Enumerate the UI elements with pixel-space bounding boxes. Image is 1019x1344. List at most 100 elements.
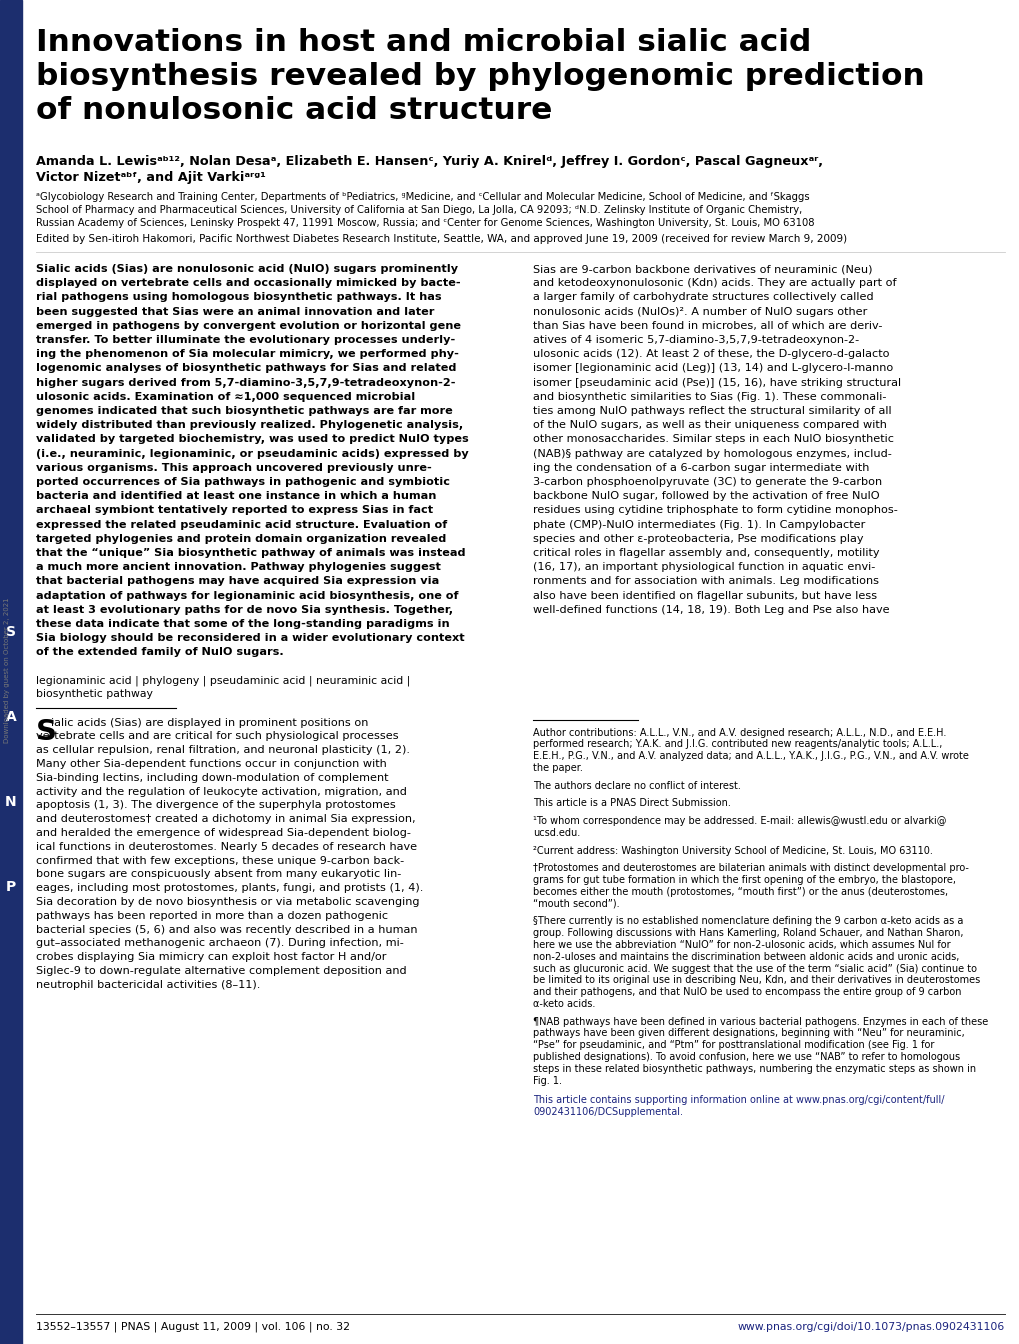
Text: www.pnas.org/cgi/doi/10.1073/pnas.0902431106: www.pnas.org/cgi/doi/10.1073/pnas.090243…	[737, 1322, 1004, 1332]
Text: ¹To whom correspondence may be addressed. E-mail: allewis@wustl.edu or alvarki@: ¹To whom correspondence may be addressed…	[533, 816, 946, 827]
Text: P: P	[6, 880, 16, 894]
Text: performed research; Y.A.K. and J.I.G. contributed new reagents/analytic tools; A: performed research; Y.A.K. and J.I.G. co…	[533, 739, 942, 750]
Text: that bacterial pathogens may have acquired Sia expression via: that bacterial pathogens may have acquir…	[36, 577, 439, 586]
Text: E.E.H., P.G., V.N., and A.V. analyzed data; and A.L.L., Y.A.K., J.I.G., P.G., V.: E.E.H., P.G., V.N., and A.V. analyzed da…	[533, 751, 968, 761]
Text: (16, 17), an important physiological function in aquatic envi-: (16, 17), an important physiological fun…	[533, 562, 875, 573]
Text: phate (CMP)-NulO intermediates (Fig. 1). In Campylobacter: phate (CMP)-NulO intermediates (Fig. 1).…	[533, 520, 865, 530]
Text: Many other Sia-dependent functions occur in conjunction with: Many other Sia-dependent functions occur…	[36, 759, 386, 769]
Text: and their pathogens, and that NulO be used to encompass the entire group of 9 ca: and their pathogens, and that NulO be us…	[533, 988, 961, 997]
Text: ported occurrences of Sia pathways in pathogenic and symbiotic: ported occurrences of Sia pathways in pa…	[36, 477, 449, 487]
Text: species and other ε-proteobacteria, Pse modifications play: species and other ε-proteobacteria, Pse …	[533, 534, 863, 544]
Text: (NAB)§ pathway are catalyzed by homologous enzymes, includ-: (NAB)§ pathway are catalyzed by homologo…	[533, 449, 892, 458]
Text: §There currently is no established nomenclature defining the 9 carbon α-keto aci: §There currently is no established nomen…	[533, 917, 963, 926]
Text: ucsd.edu.: ucsd.edu.	[533, 828, 580, 837]
Text: archaeal symbiont tentatively reported to express Sias in fact: archaeal symbiont tentatively reported t…	[36, 505, 433, 515]
Text: grams for gut tube formation in which the first opening of the embryo, the blast: grams for gut tube formation in which th…	[533, 875, 956, 886]
Text: A: A	[6, 710, 16, 724]
Text: steps in these related biosynthetic pathways, numbering the enzymatic steps as s: steps in these related biosynthetic path…	[533, 1064, 975, 1074]
Text: Sialic acids (Sias) are nonulosonic acid (NulO) sugars prominently: Sialic acids (Sias) are nonulosonic acid…	[36, 263, 458, 274]
Text: isomer [pseudaminic acid (Pse)] (15, 16), have striking structural: isomer [pseudaminic acid (Pse)] (15, 16)…	[533, 378, 901, 387]
Text: that the “unique” Sia biosynthetic pathway of animals was instead: that the “unique” Sia biosynthetic pathw…	[36, 548, 465, 558]
Text: Siglec-9 to down-regulate alternative complement deposition and: Siglec-9 to down-regulate alternative co…	[36, 966, 407, 976]
Text: nonulosonic acids (NulOs)². A number of NulO sugars other: nonulosonic acids (NulOs)². A number of …	[533, 306, 867, 317]
Text: ing the condensation of a 6-carbon sugar intermediate with: ing the condensation of a 6-carbon sugar…	[533, 462, 869, 473]
Text: “Pse” for pseudaminic, and “Ptm” for posttranslational modification (see Fig. 1 : “Pse” for pseudaminic, and “Ptm” for pos…	[533, 1040, 934, 1050]
Text: legionaminic acid | phylogeny | pseudaminic acid | neuraminic acid |: legionaminic acid | phylogeny | pseudami…	[36, 676, 410, 685]
Text: these data indicate that some of the long-standing paradigms in: these data indicate that some of the lon…	[36, 620, 449, 629]
Text: S: S	[36, 718, 57, 746]
Text: emerged in pathogens by convergent evolution or horizontal gene: emerged in pathogens by convergent evolu…	[36, 321, 461, 331]
Text: a larger family of carbohydrate structures collectively called: a larger family of carbohydrate structur…	[533, 293, 873, 302]
Text: here we use the abbreviation “NulO” for non-2-ulosonic acids, which assumes Nul : here we use the abbreviation “NulO” for …	[533, 939, 950, 950]
Text: well-defined functions (14, 18, 19). Both Leg and Pse also have: well-defined functions (14, 18, 19). Bot…	[533, 605, 890, 614]
Text: displayed on vertebrate cells and occasionally mimicked by bacte-: displayed on vertebrate cells and occasi…	[36, 278, 461, 288]
Text: Sias are 9-carbon backbone derivatives of neuraminic (Neu): Sias are 9-carbon backbone derivatives o…	[533, 263, 872, 274]
Text: ²Current address: Washington University School of Medicine, St. Louis, MO 63110.: ²Current address: Washington University …	[533, 845, 932, 856]
Text: ulosonic acids (12). At least 2 of these, the D-ɡlycero-d-ɡalacto: ulosonic acids (12). At least 2 of these…	[533, 349, 890, 359]
Text: non-2-uloses and maintains the discrimination between aldonic acids and uronic a: non-2-uloses and maintains the discrimin…	[533, 952, 959, 962]
Text: The authors declare no conflict of interest.: The authors declare no conflict of inter…	[533, 781, 741, 790]
Text: biosynthesis revealed by phylogenomic prediction: biosynthesis revealed by phylogenomic pr…	[36, 62, 924, 91]
Text: various organisms. This approach uncovered previously unre-: various organisms. This approach uncover…	[36, 462, 431, 473]
Text: atives of 4 isomeric 5,7-diamino-3,5,7,9-tetradeoxynon-2-: atives of 4 isomeric 5,7-diamino-3,5,7,9…	[533, 335, 859, 345]
Text: residues using cytidine triphosphate to form cytidine monophos-: residues using cytidine triphosphate to …	[533, 505, 898, 515]
Text: validated by targeted biochemistry, was used to predict NulO types: validated by targeted biochemistry, was …	[36, 434, 469, 445]
Text: also have been identified on flagellar subunits, but have less: also have been identified on flagellar s…	[533, 590, 876, 601]
Text: higher sugars derived from 5,7-diamino-3,5,7,9-tetradeoxynon-2-: higher sugars derived from 5,7-diamino-3…	[36, 378, 455, 387]
Text: critical roles in flagellar assembly and, consequently, motility: critical roles in flagellar assembly and…	[533, 548, 879, 558]
Text: as cellular repulsion, renal filtration, and neuronal plasticity (1, 2).: as cellular repulsion, renal filtration,…	[36, 745, 410, 755]
Text: logenomic analyses of biosynthetic pathways for Sias and related: logenomic analyses of biosynthetic pathw…	[36, 363, 457, 374]
Text: Sia-binding lectins, including down-modulation of complement: Sia-binding lectins, including down-modu…	[36, 773, 388, 782]
Text: S: S	[6, 625, 16, 638]
Text: ulosonic acids. Examination of ≈1,000 sequenced microbial: ulosonic acids. Examination of ≈1,000 se…	[36, 392, 415, 402]
Text: ᵃGlycobiology Research and Training Center, Departments of ᵇPediatrics, ᵍMedicin: ᵃGlycobiology Research and Training Cent…	[36, 192, 809, 202]
Text: becomes either the mouth (protostomes, “mouth first”) or the anus (deuterostomes: becomes either the mouth (protostomes, “…	[533, 887, 948, 896]
Text: Victor Nizetᵃᵇᶠ, and Ajit Varkiᵃʳᵍ¹: Victor Nizetᵃᵇᶠ, and Ajit Varkiᵃʳᵍ¹	[36, 171, 266, 184]
Text: vertebrate cells and are critical for such physiological processes: vertebrate cells and are critical for su…	[36, 731, 398, 742]
Text: the paper.: the paper.	[533, 763, 583, 773]
Text: and biosynthetic similarities to Sias (Fig. 1). These commonali-: and biosynthetic similarities to Sias (F…	[533, 392, 886, 402]
Bar	[0, 0, 22, 1344]
Text: eages, including most protostomes, plants, fungi, and protists (1, 4).: eages, including most protostomes, plant…	[36, 883, 423, 894]
Text: such as glucuronic acid. We suggest that the use of the term “sialic acid” (Sia): such as glucuronic acid. We suggest that…	[533, 964, 976, 973]
Text: 13552–13557 | PNAS | August 11, 2009 | vol. 106 | no. 32: 13552–13557 | PNAS | August 11, 2009 | v…	[36, 1322, 350, 1332]
Text: backbone NulO sugar, followed by the activation of free NulO: backbone NulO sugar, followed by the act…	[533, 491, 879, 501]
Text: Russian Academy of Sciences, Leninsky Prospekt 47, 11991 Moscow, Russia; and ᶜCe: Russian Academy of Sciences, Leninsky Pr…	[36, 218, 814, 228]
Text: at least 3 evolutionary paths for de novo Sia synthesis. Together,: at least 3 evolutionary paths for de nov…	[36, 605, 452, 614]
Text: ties among NulO pathways reflect the structural similarity of all: ties among NulO pathways reflect the str…	[533, 406, 892, 417]
Text: transfer. To better illuminate the evolutionary processes underly-: transfer. To better illuminate the evolu…	[36, 335, 454, 345]
Text: Edited by Sen-itiroh Hakomori, Pacific Northwest Diabetes Research Institute, Se: Edited by Sen-itiroh Hakomori, Pacific N…	[36, 234, 847, 245]
Text: apoptosis (1, 3). The divergence of the superphyla protostomes: apoptosis (1, 3). The divergence of the …	[36, 801, 395, 810]
Text: rial pathogens using homologous biosynthetic pathways. It has: rial pathogens using homologous biosynth…	[36, 293, 441, 302]
Text: Innovations in host and microbial sialic acid: Innovations in host and microbial sialic…	[36, 28, 810, 56]
Text: †Protostomes and deuterostomes are bilaterian animals with distinct developmenta: †Protostomes and deuterostomes are bilat…	[533, 863, 968, 874]
Text: targeted phylogenies and protein domain organization revealed: targeted phylogenies and protein domain …	[36, 534, 446, 544]
Text: Sia biology should be reconsidered in a wider evolutionary context: Sia biology should be reconsidered in a …	[36, 633, 465, 644]
Text: been suggested that Sias were an animal innovation and later: been suggested that Sias were an animal …	[36, 306, 434, 317]
Text: gut–associated methanogenic archaeon (7). During infection, mi-: gut–associated methanogenic archaeon (7)…	[36, 938, 404, 949]
Text: This article is a PNAS Direct Submission.: This article is a PNAS Direct Submission…	[533, 798, 731, 808]
Text: Author contributions: A.L.L., V.N., and A.V. designed research; A.L.L., N.D., an: Author contributions: A.L.L., V.N., and …	[533, 727, 946, 738]
Text: (i.e., neuraminic, legionaminic, or pseudaminic acids) expressed by: (i.e., neuraminic, legionaminic, or pseu…	[36, 449, 469, 458]
Text: crobes displaying Sia mimicry can exploit host factor H and/or: crobes displaying Sia mimicry can exploi…	[36, 952, 386, 962]
Text: Fig. 1.: Fig. 1.	[533, 1075, 561, 1086]
Text: bone sugars are conspicuously absent from many eukaryotic lin-: bone sugars are conspicuously absent fro…	[36, 870, 400, 879]
Text: 3-carbon phosphoenolpyruvate (3C) to generate the 9-carbon: 3-carbon phosphoenolpyruvate (3C) to gen…	[533, 477, 881, 487]
Text: adaptation of pathways for legionaminic acid biosynthesis, one of: adaptation of pathways for legionaminic …	[36, 590, 459, 601]
Text: “mouth second”).: “mouth second”).	[533, 899, 620, 909]
Text: ronments and for association with animals. Leg modifications: ronments and for association with animal…	[533, 577, 878, 586]
Text: α-keto acids.: α-keto acids.	[533, 999, 595, 1009]
Text: Downloaded by guest on October 2, 2021: Downloaded by guest on October 2, 2021	[4, 597, 10, 743]
Text: This article contains supporting information online at www.pnas.org/cgi/content/: This article contains supporting informa…	[533, 1095, 944, 1106]
Text: of nonulosonic acid structure: of nonulosonic acid structure	[36, 95, 552, 125]
Text: and deuterostomes† created a dichotomy in animal Sia expression,: and deuterostomes† created a dichotomy i…	[36, 814, 415, 824]
Text: pathways have been given different designations, beginning with “Neu” for neuram: pathways have been given different desig…	[533, 1028, 964, 1039]
Text: genomes indicated that such biosynthetic pathways are far more: genomes indicated that such biosynthetic…	[36, 406, 452, 417]
Text: School of Pharmacy and Pharmaceutical Sciences, University of California at San : School of Pharmacy and Pharmaceutical Sc…	[36, 206, 802, 215]
Text: confirmed that with few exceptions, these unique 9-carbon back-: confirmed that with few exceptions, thes…	[36, 856, 404, 866]
Text: ing the phenomenon of Sia molecular mimicry, we performed phy-: ing the phenomenon of Sia molecular mimi…	[36, 349, 459, 359]
Text: a much more ancient innovation. Pathway phylogenies suggest: a much more ancient innovation. Pathway …	[36, 562, 440, 573]
Text: and ketodeoxynonulosonic (Kdn) acids. They are actually part of: and ketodeoxynonulosonic (Kdn) acids. Th…	[533, 278, 896, 288]
Text: expressed the related pseudaminic acid structure. Evaluation of: expressed the related pseudaminic acid s…	[36, 520, 446, 530]
Text: N: N	[5, 796, 16, 809]
